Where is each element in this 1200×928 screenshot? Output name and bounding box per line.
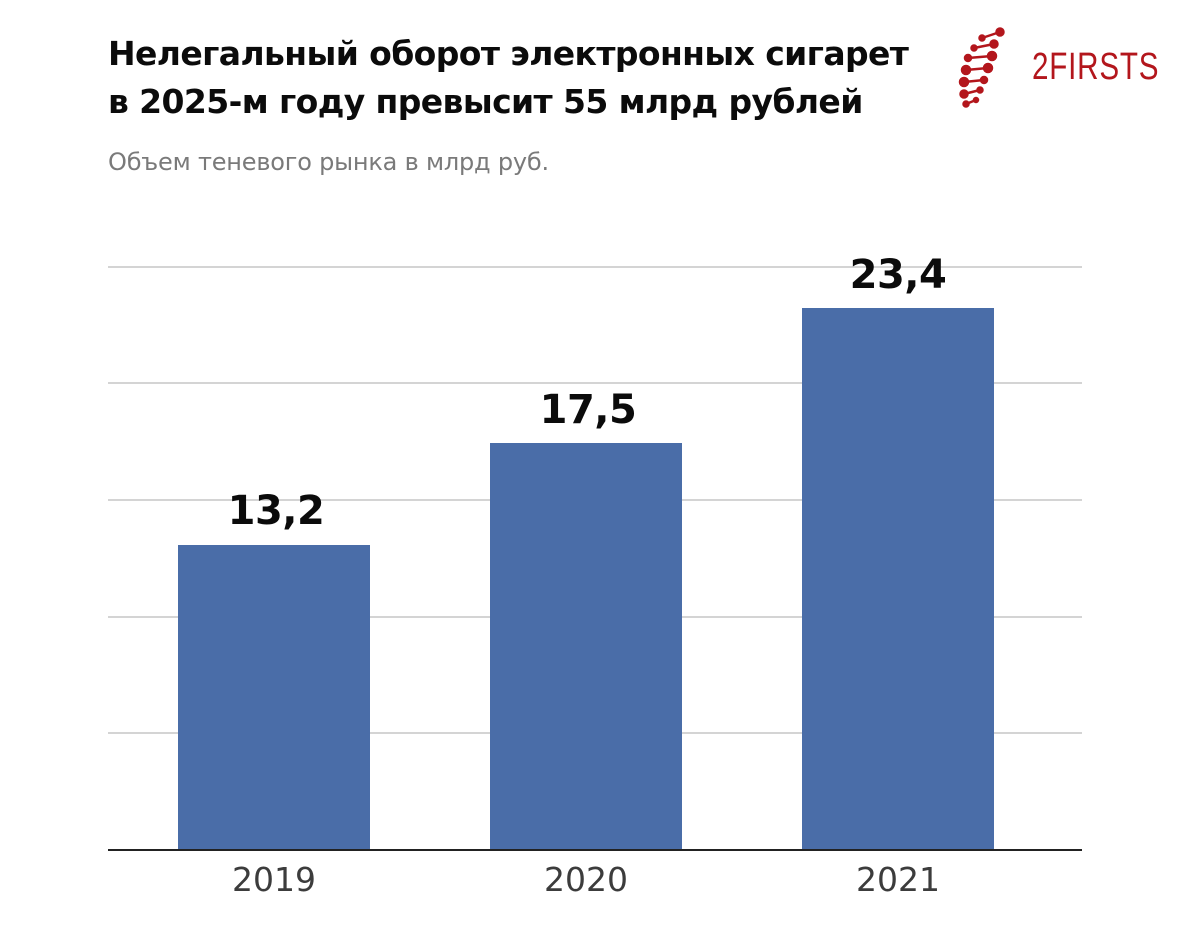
- chart-title-line-1: Нелегальный оборот электронных сигарет: [108, 34, 909, 73]
- bar-2021: [802, 308, 994, 850]
- x-axis-baseline: [108, 849, 1082, 851]
- bar-2020: [490, 443, 682, 850]
- gridline-20: [108, 382, 1082, 384]
- bar-2019: [178, 545, 370, 850]
- gridline-25: [108, 266, 1082, 268]
- value-label-2020: 17,5: [539, 387, 637, 433]
- x-tick-label-2019: 2019: [232, 860, 316, 899]
- brand-logo: 2FIRSTS: [958, 18, 1168, 110]
- chart-title-line-2: в 2025-м году превысит 55 млрд рублей: [108, 82, 863, 121]
- chart-subtitle: Объем теневого рынка в млрд руб.: [108, 148, 549, 176]
- dna-helix-icon: [958, 27, 1005, 108]
- brand-logo-text: 2FIRSTS: [1032, 46, 1160, 88]
- value-label-2019: 13,2: [227, 488, 325, 534]
- x-tick-label-2021: 2021: [856, 860, 940, 899]
- chart-title: Нелегальный оборот электронных сигарет в…: [108, 30, 968, 126]
- x-tick-label-2020: 2020: [544, 860, 628, 899]
- value-label-2021: 23,4: [849, 252, 947, 298]
